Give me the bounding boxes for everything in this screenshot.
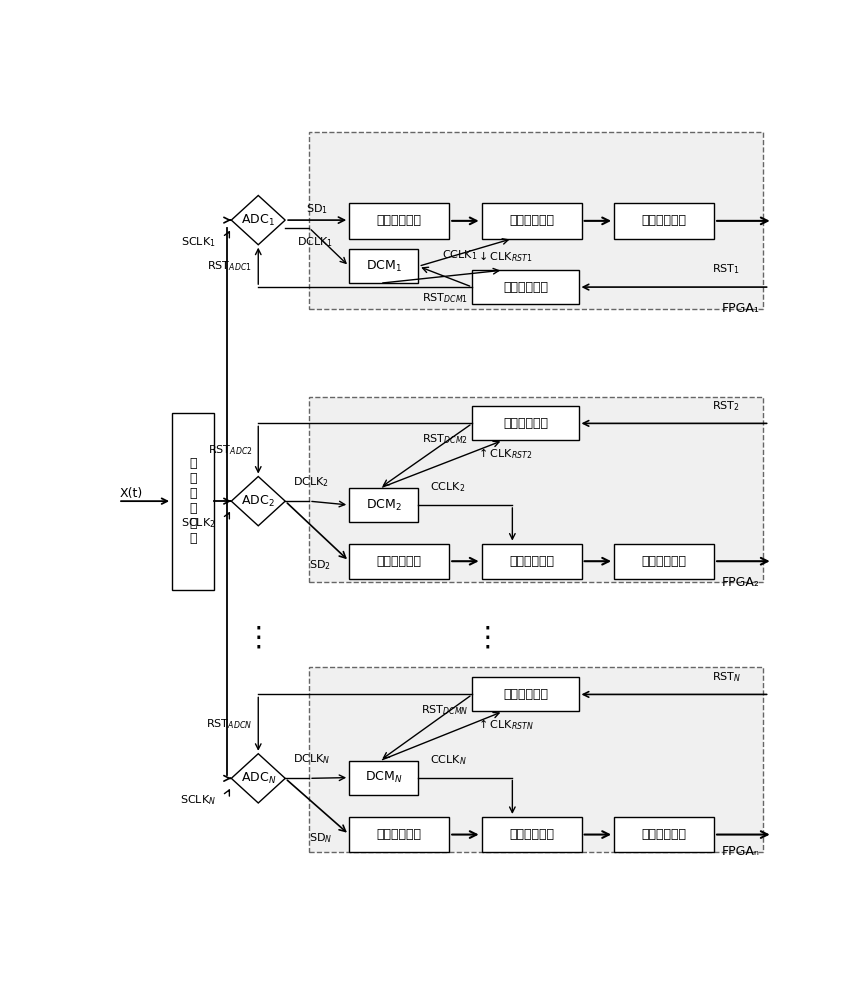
Bar: [472, 406, 578, 440]
Text: DCLK$_N$: DCLK$_N$: [293, 752, 331, 766]
Text: ⋮: ⋮: [474, 623, 501, 651]
Text: FPGAₙ: FPGAₙ: [721, 845, 759, 858]
Text: RST$_{DCM2}$: RST$_{DCM2}$: [423, 432, 469, 446]
Text: SCLK$_N$: SCLK$_N$: [180, 793, 216, 807]
Text: $\uparrow$CLK$_{RSTN}$: $\uparrow$CLK$_{RSTN}$: [476, 718, 534, 732]
Text: 数据存储模块: 数据存储模块: [509, 828, 554, 841]
Bar: [349, 817, 449, 852]
Text: DCM$_N$: DCM$_N$: [365, 770, 403, 785]
Text: SCLK$_1$: SCLK$_1$: [181, 235, 216, 249]
Bar: [614, 544, 714, 579]
Bar: [349, 488, 418, 522]
Text: RST$_2$: RST$_2$: [713, 399, 740, 413]
Bar: [472, 270, 578, 304]
Bar: [481, 203, 582, 239]
Text: 数据处理模块: 数据处理模块: [642, 555, 687, 568]
Text: $\uparrow$CLK$_{RST2}$: $\uparrow$CLK$_{RST2}$: [476, 446, 533, 461]
Text: CCLK$_N$: CCLK$_N$: [430, 753, 467, 767]
Polygon shape: [231, 754, 285, 803]
Text: 数据存储模块: 数据存储模块: [509, 555, 554, 568]
Bar: [309, 667, 763, 852]
Text: 复位产生模块: 复位产生模块: [503, 281, 548, 294]
Text: RST$_N$: RST$_N$: [712, 670, 741, 684]
Text: 串并转换模块: 串并转换模块: [377, 828, 422, 841]
Text: SD$_N$: SD$_N$: [309, 832, 333, 845]
Text: DCLK$_1$: DCLK$_1$: [297, 235, 333, 249]
Bar: [349, 544, 449, 579]
Text: 信
号
调
理
通
道: 信 号 调 理 通 道: [190, 457, 197, 545]
Bar: [349, 761, 418, 795]
Bar: [172, 413, 215, 590]
Text: ADC$_1$: ADC$_1$: [242, 213, 275, 228]
Text: CCLK$_2$: CCLK$_2$: [430, 480, 465, 494]
Text: DCM$_1$: DCM$_1$: [365, 259, 402, 274]
Bar: [481, 817, 582, 852]
Text: RST$_{ADCN}$: RST$_{ADCN}$: [206, 717, 252, 731]
Text: $\downarrow$CLK$_{RST1}$: $\downarrow$CLK$_{RST1}$: [476, 249, 533, 264]
Text: ADC$_N$: ADC$_N$: [241, 771, 276, 786]
Bar: [309, 397, 763, 582]
Bar: [481, 544, 582, 579]
Text: CCLK$_1$: CCLK$_1$: [442, 248, 477, 262]
Bar: [472, 677, 578, 711]
Text: RST$_1$: RST$_1$: [713, 263, 740, 276]
Text: SD$_1$: SD$_1$: [307, 202, 328, 216]
Text: 复位产生模块: 复位产生模块: [503, 417, 548, 430]
Text: 串并转换模块: 串并转换模块: [377, 555, 422, 568]
Text: SCLK$_2$: SCLK$_2$: [181, 516, 216, 530]
Text: FPGA₁: FPGA₁: [721, 302, 759, 315]
Bar: [349, 203, 449, 239]
Text: 数据处理模块: 数据处理模块: [642, 214, 687, 227]
Text: DCLK$_2$: DCLK$_2$: [293, 475, 329, 489]
Text: SD$_2$: SD$_2$: [309, 558, 332, 572]
Bar: [309, 132, 763, 309]
Text: DCM$_2$: DCM$_2$: [365, 497, 402, 513]
Text: RST$_{DCM1}$: RST$_{DCM1}$: [423, 291, 469, 305]
Text: 复位产生模块: 复位产生模块: [503, 688, 548, 701]
Text: RST$_{ADC2}$: RST$_{ADC2}$: [208, 443, 252, 457]
Text: FPGA₂: FPGA₂: [721, 576, 759, 589]
Text: 数据处理模块: 数据处理模块: [642, 828, 687, 841]
Text: 数据存储模块: 数据存储模块: [509, 214, 554, 227]
Bar: [614, 203, 714, 239]
Polygon shape: [231, 477, 285, 526]
Text: ADC$_2$: ADC$_2$: [242, 494, 275, 509]
Text: RST$_{ADC1}$: RST$_{ADC1}$: [207, 259, 252, 273]
Text: X(t): X(t): [120, 487, 143, 500]
Text: 串并转换模块: 串并转换模块: [377, 214, 422, 227]
Text: RST$_{DCMN}$: RST$_{DCMN}$: [421, 703, 469, 717]
Bar: [349, 249, 418, 283]
Bar: [614, 817, 714, 852]
Text: ⋮: ⋮: [244, 623, 272, 651]
Polygon shape: [231, 195, 285, 245]
